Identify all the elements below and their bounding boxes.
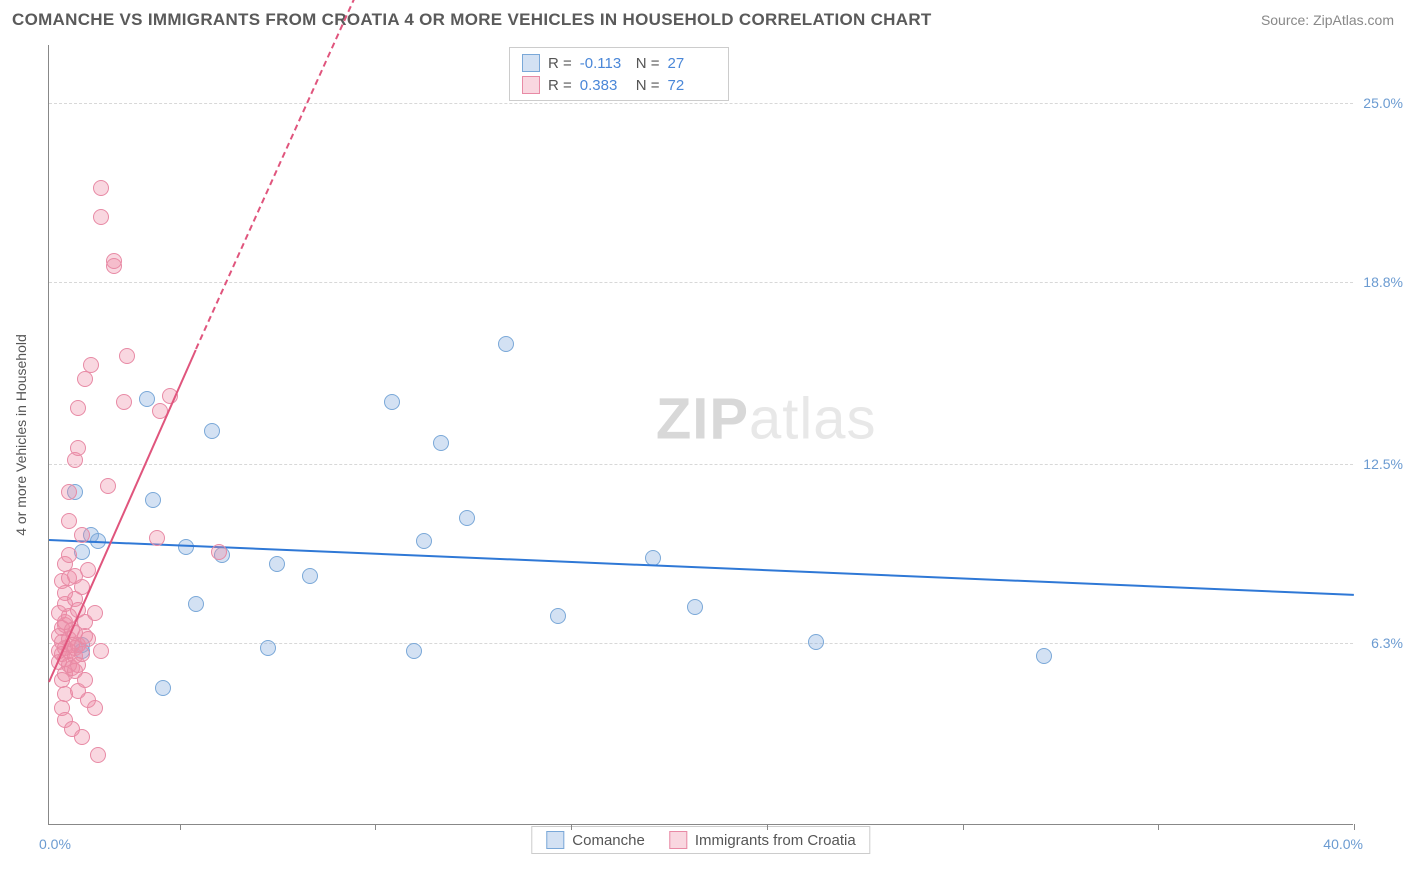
swatch-comanche	[522, 54, 540, 72]
data-point	[384, 394, 400, 410]
data-point	[433, 435, 449, 451]
stats-row-comanche: R = -0.113 N = 27	[522, 52, 716, 74]
data-point	[211, 544, 227, 560]
watermark: ZIPatlas	[656, 385, 877, 452]
data-point	[61, 547, 77, 563]
data-point	[406, 643, 422, 659]
y-tick-label: 12.5%	[1355, 456, 1403, 472]
data-point	[204, 423, 220, 439]
data-point	[269, 556, 285, 572]
data-point	[139, 391, 155, 407]
data-point	[100, 478, 116, 494]
legend-label-comanche: Comanche	[572, 832, 645, 849]
gridline	[49, 643, 1353, 644]
data-point	[93, 209, 109, 225]
chart-source: Source: ZipAtlas.com	[1261, 12, 1394, 28]
r-value-croatia: 0.383	[580, 77, 628, 94]
data-point	[87, 605, 103, 621]
data-point	[550, 608, 566, 624]
n-value-comanche: 27	[668, 55, 716, 72]
y-tick-label: 25.0%	[1355, 95, 1403, 111]
data-point	[93, 643, 109, 659]
data-point	[61, 484, 77, 500]
data-point	[74, 527, 90, 543]
data-point	[90, 747, 106, 763]
data-point	[145, 492, 161, 508]
y-axis-label: 4 or more Vehicles in Household	[13, 334, 29, 536]
x-tick	[375, 824, 376, 830]
data-point	[498, 336, 514, 352]
data-point	[260, 640, 276, 656]
y-tick-label: 6.3%	[1355, 635, 1403, 651]
gridline	[49, 282, 1353, 283]
data-point	[87, 700, 103, 716]
chart-title: COMANCHE VS IMMIGRANTS FROM CROATIA 4 OR…	[12, 10, 932, 30]
x-tick	[767, 824, 768, 830]
regression-line	[195, 0, 360, 350]
x-tick	[1354, 824, 1355, 830]
chart-header: COMANCHE VS IMMIGRANTS FROM CROATIA 4 OR…	[12, 10, 1394, 30]
data-point	[302, 568, 318, 584]
data-point	[61, 513, 77, 529]
data-point	[1036, 648, 1052, 664]
gridline	[49, 103, 1353, 104]
x-tick	[963, 824, 964, 830]
data-point	[77, 672, 93, 688]
data-point	[83, 357, 99, 373]
data-point	[77, 371, 93, 387]
gridline	[49, 464, 1353, 465]
legend: Comanche Immigrants from Croatia	[531, 826, 870, 854]
y-tick-label: 18.8%	[1355, 274, 1403, 290]
data-point	[416, 533, 432, 549]
x-tick	[180, 824, 181, 830]
r-value-comanche: -0.113	[580, 55, 628, 72]
swatch-croatia	[522, 76, 540, 94]
x-tick	[571, 824, 572, 830]
legend-item-croatia: Immigrants from Croatia	[669, 831, 856, 849]
data-point	[93, 180, 109, 196]
data-point	[74, 646, 90, 662]
x-tick	[1158, 824, 1159, 830]
data-point	[70, 440, 86, 456]
regression-line	[49, 539, 1354, 596]
correlation-stats-box: R = -0.113 N = 27 R = 0.383 N = 72	[509, 47, 729, 101]
data-point	[119, 348, 135, 364]
legend-swatch-comanche	[546, 831, 564, 849]
n-value-croatia: 72	[668, 77, 716, 94]
data-point	[459, 510, 475, 526]
data-point	[155, 680, 171, 696]
legend-item-comanche: Comanche	[546, 831, 645, 849]
legend-label-croatia: Immigrants from Croatia	[695, 832, 856, 849]
data-point	[70, 400, 86, 416]
x-axis-min-label: 0.0%	[39, 836, 71, 852]
data-point	[808, 634, 824, 650]
data-point	[106, 253, 122, 269]
data-point	[149, 530, 165, 546]
x-axis-max-label: 40.0%	[1323, 836, 1363, 852]
data-point	[687, 599, 703, 615]
data-point	[116, 394, 132, 410]
legend-swatch-croatia	[669, 831, 687, 849]
data-point	[80, 631, 96, 647]
scatter-chart: ZIPatlas 4 or more Vehicles in Household…	[48, 45, 1353, 825]
data-point	[188, 596, 204, 612]
stats-row-croatia: R = 0.383 N = 72	[522, 74, 716, 96]
data-point	[74, 729, 90, 745]
